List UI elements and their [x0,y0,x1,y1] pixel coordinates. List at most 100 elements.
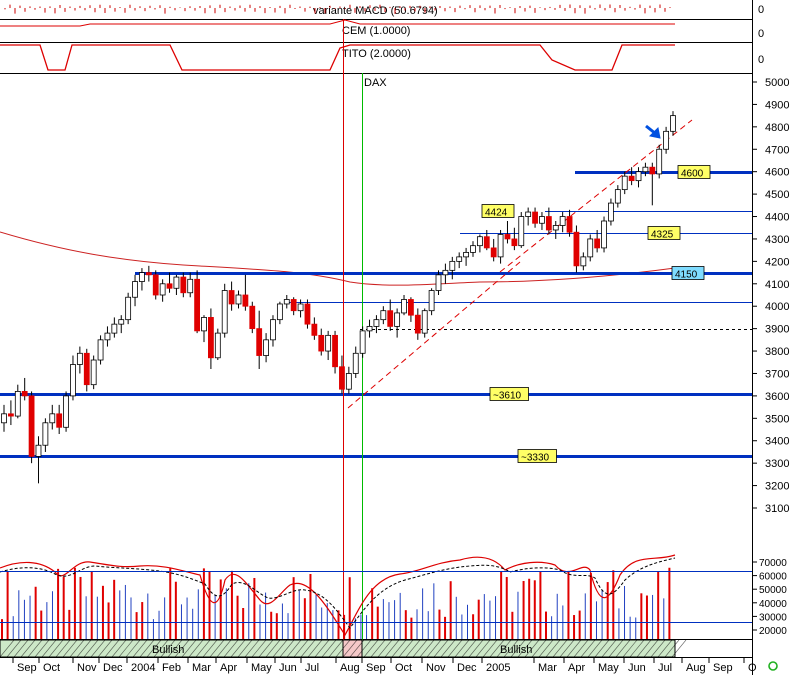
candle-body [28,395,35,457]
hatch-line [622,639,638,658]
candle-body [152,274,159,296]
candle-body [70,364,76,397]
candle-body [297,303,304,312]
hatch-line [244,639,260,658]
hatch-line [132,639,148,658]
hatch-line [475,639,491,658]
candle-body [118,319,125,325]
price-tick-label: 4800 [765,122,789,134]
price-tick-label: 4100 [765,279,789,291]
hatch-line [230,639,246,658]
hatch-line [349,639,365,658]
time-tick-label: Dec [457,662,477,674]
refresh-icon[interactable] [768,661,778,671]
price-tick-label: 4500 [765,189,789,201]
level-label: 4424 [485,208,508,219]
hatch-line [34,639,50,658]
hatch-line [104,639,120,658]
hatch-line [384,639,400,658]
volume-tick-label: 60000 [759,572,787,583]
candle-body [21,391,28,397]
candle-body [221,290,228,334]
hatch-line [6,639,22,658]
hatch-line [76,639,92,658]
candle-body [235,294,242,305]
hatch-line [650,639,666,658]
hatch-line [48,639,64,658]
hatch-line [559,639,575,658]
hatch-line [27,639,43,658]
candle-body [83,352,90,386]
candle-body [104,332,111,341]
candle-body [76,352,83,365]
time-tick-label: Jun [628,662,646,674]
hatch-line [447,639,463,658]
candle-body [656,148,663,175]
regime-label-2: Bullish [500,644,532,656]
candle-body [283,299,290,305]
hatch-line [419,639,435,658]
hatch-line [118,639,134,658]
regime-strip: Bullish Bullish [0,639,687,658]
hatch-line [209,639,225,658]
hatch-line [461,639,477,658]
hatch-line [251,639,267,658]
candle-body [359,330,366,354]
hatch-line [55,639,71,658]
hatch-line [146,639,162,658]
hatch-line [643,639,659,658]
hatch-line [601,639,617,658]
hatch-line [286,639,302,658]
level-label-box [671,266,705,280]
candle-body [601,220,607,249]
time-tick-label: Dec [103,662,123,674]
candle-body [476,236,483,247]
candle-body [518,216,525,247]
price-tick-label: 3600 [765,391,789,403]
candle-body [408,299,414,316]
hatch-line [594,639,610,658]
time-tick-label: 2004 [131,662,155,674]
hatch-line [97,639,113,658]
time-tick-label: O [748,662,757,674]
price-tick-label: 4600 [765,167,789,179]
hatch-line [111,639,127,658]
candle-body [214,332,221,359]
level-label-box [517,449,557,463]
time-tick-label: Jul [658,662,672,674]
candle-body [352,352,359,374]
hatch-line [41,639,57,658]
hatch-line [524,639,540,658]
hatch-line [363,639,379,658]
hatch-line [573,639,589,658]
candle-body [545,216,552,231]
hatch-line [636,639,652,658]
time-tick-label: Sep [713,662,733,674]
hatch-line [321,639,337,658]
candle-body [594,238,601,249]
candle-body [511,238,518,247]
hatch-line [391,639,407,658]
volume-tick-label: 30000 [759,612,787,623]
candle-body [311,323,318,336]
price-tick-label: 4400 [765,212,789,224]
support-resistance-levels: 4600 4424 4325 4150 ~3610 ~3330 [0,165,752,464]
candle-body [97,339,104,361]
hatch-line [615,639,631,658]
candle-body [490,247,497,258]
candle-body [290,299,297,312]
candle-body [228,290,235,305]
candle-body [566,216,573,233]
candle-body [456,256,463,262]
candle-body [428,290,435,312]
hatch-line [433,639,449,658]
time-tick-label: Sep [17,662,37,674]
volume-oscillator [0,554,676,637]
hatch-line [237,639,253,658]
price-tick-label: 3700 [765,368,789,380]
time-tick-label: Apr [220,662,237,674]
time-tick-label: Nov [426,662,446,674]
time-tick-label: Feb [162,662,181,674]
candle-body [276,303,283,321]
hatch-line [405,639,421,658]
